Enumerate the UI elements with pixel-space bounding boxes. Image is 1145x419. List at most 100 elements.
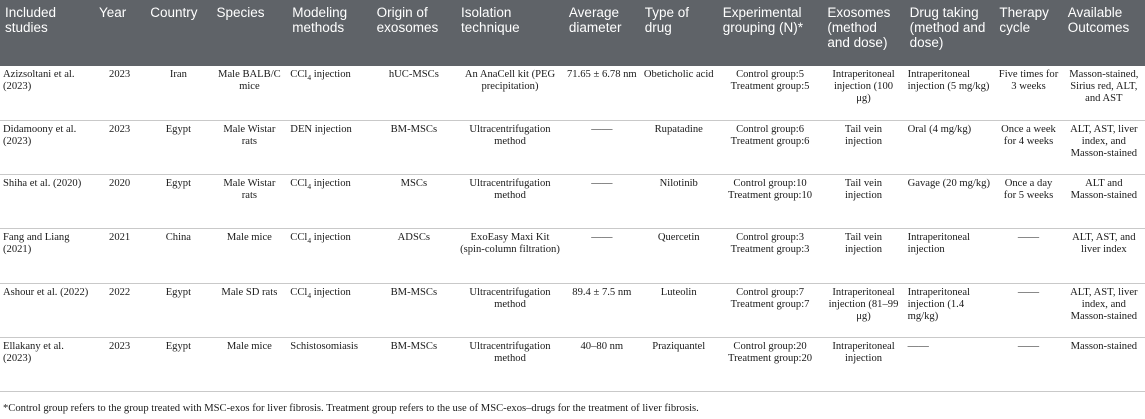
cell-therapy-cycle: Once a day for 5 weeks xyxy=(994,174,1063,229)
table-footnote: *Control group refers to the group treat… xyxy=(3,403,699,414)
cell-diameter: 71.65 ± 6.78 nm xyxy=(563,66,640,121)
cell-modeling-method: Schistosomiasis xyxy=(287,337,372,392)
header-cell: Available Outcomes xyxy=(1062,0,1145,66)
cell-country: Egypt xyxy=(145,120,212,175)
cell-drug-taking: Intraperitoneal injection (1.4 mg/kg) xyxy=(904,283,995,338)
cell-grouping: Control group:5 Treatment group:5 xyxy=(717,66,823,121)
model-text: DEN injection xyxy=(290,123,352,135)
cell-year: 2023 xyxy=(93,66,146,121)
table-row: Didamoony et al. (2023) 2023 Egypt Male Wis… xyxy=(0,120,1145,175)
table-row: Azizsoltani et al. (2023) 2023 Iran Male BA… xyxy=(0,66,1145,121)
cell-modeling-method: CCl4 injection xyxy=(287,174,372,229)
cell-exosomes: Intraperitoneal injection (81–99 μg) xyxy=(822,283,905,338)
cell-isolation: ExoEasy Maxi Kit (spin-column filtration… xyxy=(456,228,564,284)
cell-species: Male Wistar rats xyxy=(211,174,288,229)
header-cell: Included studies xyxy=(0,0,94,66)
header-cell: Species xyxy=(211,0,288,66)
cell-origin: BM-MSCs xyxy=(371,120,457,175)
cell-drug: Praziquantel xyxy=(639,337,718,392)
model-text: CCl xyxy=(290,231,308,243)
cell-year: 2021 xyxy=(93,228,146,284)
cell-species: Male mice xyxy=(211,337,288,392)
control-group: Control group:10 xyxy=(733,177,807,189)
header-cell: Year xyxy=(93,0,146,66)
cell-exosomes: Tail vein injection xyxy=(822,228,905,284)
header-cell: Average diameter xyxy=(563,0,640,66)
cell-year: 2022 xyxy=(93,283,146,338)
table-body: Azizsoltani et al. (2023) 2023 Iran Male BA… xyxy=(0,66,1145,392)
cell-isolation: Ultracentrifugation method xyxy=(456,174,564,229)
cell-origin: BM-MSCs xyxy=(371,283,457,338)
table-row: Ellakany et al. (2023) 2023 Egypt Male mice… xyxy=(0,337,1145,392)
header-cell: Drug taking (method and dose) xyxy=(904,0,995,66)
cell-year: 2023 xyxy=(93,120,146,175)
cell-grouping: Control group:7 Treatment group:7 xyxy=(717,283,823,338)
cell-diameter: —— xyxy=(563,174,640,229)
cell-species: Male mice xyxy=(211,228,288,284)
header-cell: Isolation technique xyxy=(456,0,564,66)
cell-country: Egypt xyxy=(145,283,212,338)
cell-study: Azizsoltani et al. (2023) xyxy=(0,66,94,121)
model-text: CCl xyxy=(290,286,308,298)
treatment-group: Treatment group:20 xyxy=(728,352,813,364)
table-row: Fang and Liang (2021) 2021 China Male mice C… xyxy=(0,228,1145,284)
cell-country: Egypt xyxy=(145,174,212,229)
treatment-group: Treatment group:5 xyxy=(730,81,810,93)
header-cell: Origin of exosomes xyxy=(371,0,457,66)
header-cell: Type of drug xyxy=(639,0,718,66)
header-cell: Exosomes (method and dose) xyxy=(822,0,905,66)
cell-drug-taking: Intraperitoneal injection (5 mg/kg) xyxy=(904,66,995,121)
cell-therapy-cycle: —— xyxy=(994,228,1063,284)
cell-species: Male SD rats xyxy=(211,283,288,338)
table-row: Ashour et al. (2022) 2022 Egypt Male SD rat… xyxy=(0,283,1145,338)
cell-year: 2020 xyxy=(93,174,146,229)
cell-exosomes: Tail vein injection xyxy=(822,174,905,229)
cell-country: Egypt xyxy=(145,337,212,392)
cell-grouping: Control group:20 Treatment group:20 xyxy=(717,337,823,392)
cell-country: Iran xyxy=(145,66,212,121)
header-cell: Modeling methods xyxy=(287,0,372,66)
model-text: Schistosomiasis xyxy=(290,340,358,352)
cell-origin: MSCs xyxy=(371,174,457,229)
treatment-group: Treatment group:3 xyxy=(730,243,810,255)
cell-drug: Luteolin xyxy=(639,283,718,338)
cell-grouping: Control group:6 Treatment group:6 xyxy=(717,120,823,175)
subscript: 4 xyxy=(307,235,312,245)
cell-isolation: Ultracentrifugation method xyxy=(456,120,564,175)
model-text: CCl xyxy=(290,69,308,80)
header-row: Included studies Year Country Species Mo… xyxy=(0,0,1145,66)
cell-isolation: Ultracentrifugation method xyxy=(456,283,564,338)
cell-species: Male BALB/C mice xyxy=(211,66,288,121)
cell-outcomes: ALT, AST, liver index, and Masson-staine… xyxy=(1062,120,1145,175)
cell-drug: Obeticholic acid xyxy=(639,66,718,121)
cell-exosomes: Tail vein injection xyxy=(822,120,905,175)
model-text: CCl xyxy=(290,177,308,189)
model-text-suffix: injection xyxy=(311,177,351,189)
cell-modeling-method: CCl4 injection xyxy=(287,66,372,121)
cell-origin: hUC-MSCs xyxy=(371,66,457,121)
cell-outcomes: Masson-stained, Sirius red, ALT, and AST xyxy=(1062,66,1145,121)
cell-isolation: An AnaCell kit (PEG precipitation) xyxy=(456,66,564,121)
subscript: 4 xyxy=(307,73,312,83)
cell-isolation: Ultracentrifugation method xyxy=(456,337,564,392)
cell-drug-taking: Gavage (20 mg/kg) xyxy=(904,174,995,229)
cell-study: Ellakany et al. (2023) xyxy=(0,337,94,392)
treatment-group: Treatment group:7 xyxy=(730,298,810,310)
treatment-group: Treatment group:6 xyxy=(730,135,810,147)
cell-exosomes: Intraperitoneal injection (100 μg) xyxy=(822,66,905,121)
cell-grouping: Control group:3 Treatment group:3 xyxy=(717,228,823,284)
cell-diameter: —— xyxy=(563,228,640,284)
cell-therapy-cycle: Once a week for 4 weeks xyxy=(994,120,1063,175)
header-cell: Therapy cycle xyxy=(994,0,1063,66)
cell-therapy-cycle: —— xyxy=(994,337,1063,392)
cell-outcomes: Masson-stained xyxy=(1062,337,1145,392)
cell-drug-taking: —— xyxy=(904,337,995,392)
control-group: Control group:20 xyxy=(733,340,807,352)
cell-exosomes: Intraperitoneal injection xyxy=(822,337,905,392)
cell-grouping: Control group:10 Treatment group:10 xyxy=(717,174,823,229)
cell-modeling-method: DEN injection xyxy=(287,120,372,175)
cell-origin: BM-MSCs xyxy=(371,337,457,392)
cell-study: Shiha et al. (2020) xyxy=(0,174,94,229)
table-row: Shiha et al. (2020) 2020 Egypt Male Wistar … xyxy=(0,174,1145,229)
